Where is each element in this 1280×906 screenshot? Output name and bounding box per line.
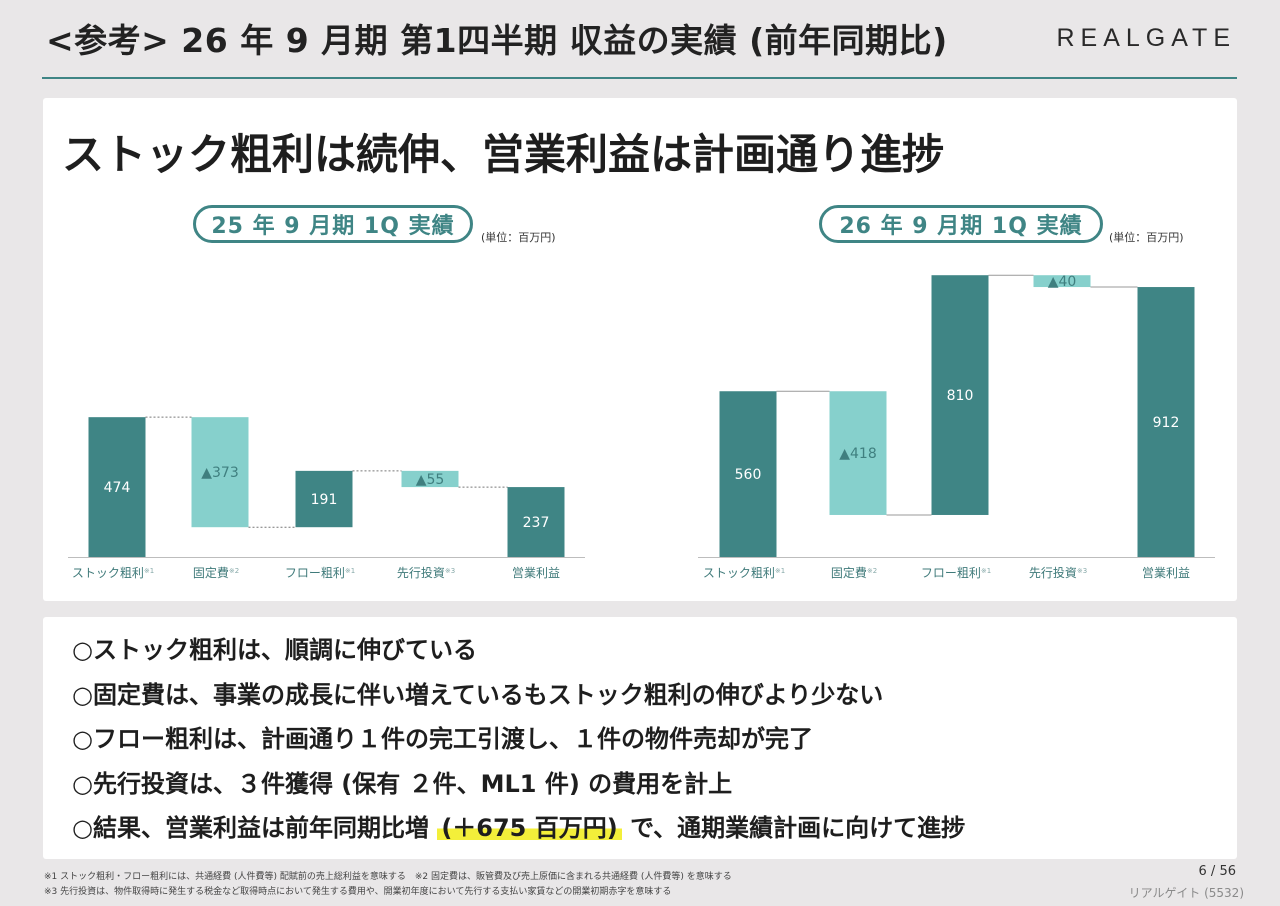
page-title: <参考> 26 年 9 月期 第1四半期 収益の実績 (前年同期比) (46, 21, 948, 60)
category-label: ストック粗利※1 (72, 566, 154, 580)
bar-value-label: ▲55 (416, 472, 445, 488)
summary-card (43, 617, 1237, 859)
waterfall-bar (829, 391, 887, 515)
bar-value-label: 560 (735, 467, 762, 483)
waterfall-bar (507, 487, 565, 557)
bullet-item: ○固定費は、事業の成長に伴い増えているもストック粗利の伸びより少ない (72, 680, 884, 709)
category-label: ストック粗利※1 (703, 566, 785, 580)
category-label: 固定費※2 (193, 565, 239, 580)
bar-value-label: ▲418 (839, 446, 877, 462)
bullet-item: ○フロー粗利は、計画通り１件の完工引渡し、１件の物件売却が完了 (72, 725, 813, 753)
bar-value-label: 474 (104, 480, 131, 496)
waterfall-bar (1033, 275, 1091, 288)
chart-title-prev-year: 25 年 9 月期 1Q 実績 (193, 205, 473, 243)
waterfall-bar (191, 417, 249, 528)
bar-value-label: 912 (1153, 415, 1180, 431)
bar-value-label: 191 (311, 492, 338, 508)
company-name: リアルゲイト (5532) (1128, 886, 1244, 900)
waterfall-bar (719, 391, 777, 557)
waterfall-bar (401, 470, 459, 488)
chart-title-curr-year: 26 年 9 月期 1Q 実績 (819, 205, 1103, 243)
bar-value-label: ▲40 (1048, 274, 1077, 290)
waterfall-bar (931, 275, 989, 515)
footnote-2: ※3 先行投資は、物件取得時に発生する税金など取得時点において発生する費用や、開… (44, 887, 672, 897)
waterfall-bar (295, 470, 353, 528)
page-number: 6 / 56 (1198, 864, 1237, 879)
unit-label-prev-year: (単位：百万円) (481, 231, 556, 244)
category-label: 固定費※2 (831, 565, 877, 580)
bar-value-label: 237 (523, 515, 550, 531)
category-label: フロー粗利※1 (285, 566, 355, 580)
summary-list: ○ストック粗利は、順調に伸びている ○固定費は、事業の成長に伴い増えているもスト… (72, 630, 965, 853)
category-label: 営業利益 (512, 566, 560, 580)
bullet-item: ○結果、営業利益は前年同期比増 (＋675 百万円) で、通期業績計画に向けて進… (72, 814, 966, 842)
unit-label-curr-year: (単位：百万円) (1109, 231, 1184, 244)
category-label: 先行投資※3 (397, 565, 455, 580)
brand-logo: REALGATE (1056, 24, 1236, 52)
waterfall-bar (88, 417, 146, 557)
category-label: フロー粗利※1 (921, 566, 991, 580)
category-label: 営業利益 (1142, 566, 1190, 580)
bar-value-label: 810 (947, 388, 974, 404)
footnote-1: ※1 ストック粗利・フロー粗利には、共通経費 (人件費等) 配賦前の売上総利益を… (44, 872, 732, 882)
bar-value-label: ▲373 (201, 465, 239, 481)
waterfall-bar (1137, 287, 1195, 557)
bullet-item: ○ストック粗利は、順調に伸びている (72, 636, 477, 664)
bullet-item: ○先行投資は、３件獲得 (保有 ２件、ML1 件) の費用を計上 (72, 769, 733, 798)
headline: ストック粗利は続伸、営業利益は計画通り進捗 (62, 130, 945, 179)
header-divider (42, 77, 1237, 79)
category-label: 先行投資※3 (1029, 565, 1087, 580)
highlighted-amount: (＋675 百万円) (437, 814, 622, 842)
